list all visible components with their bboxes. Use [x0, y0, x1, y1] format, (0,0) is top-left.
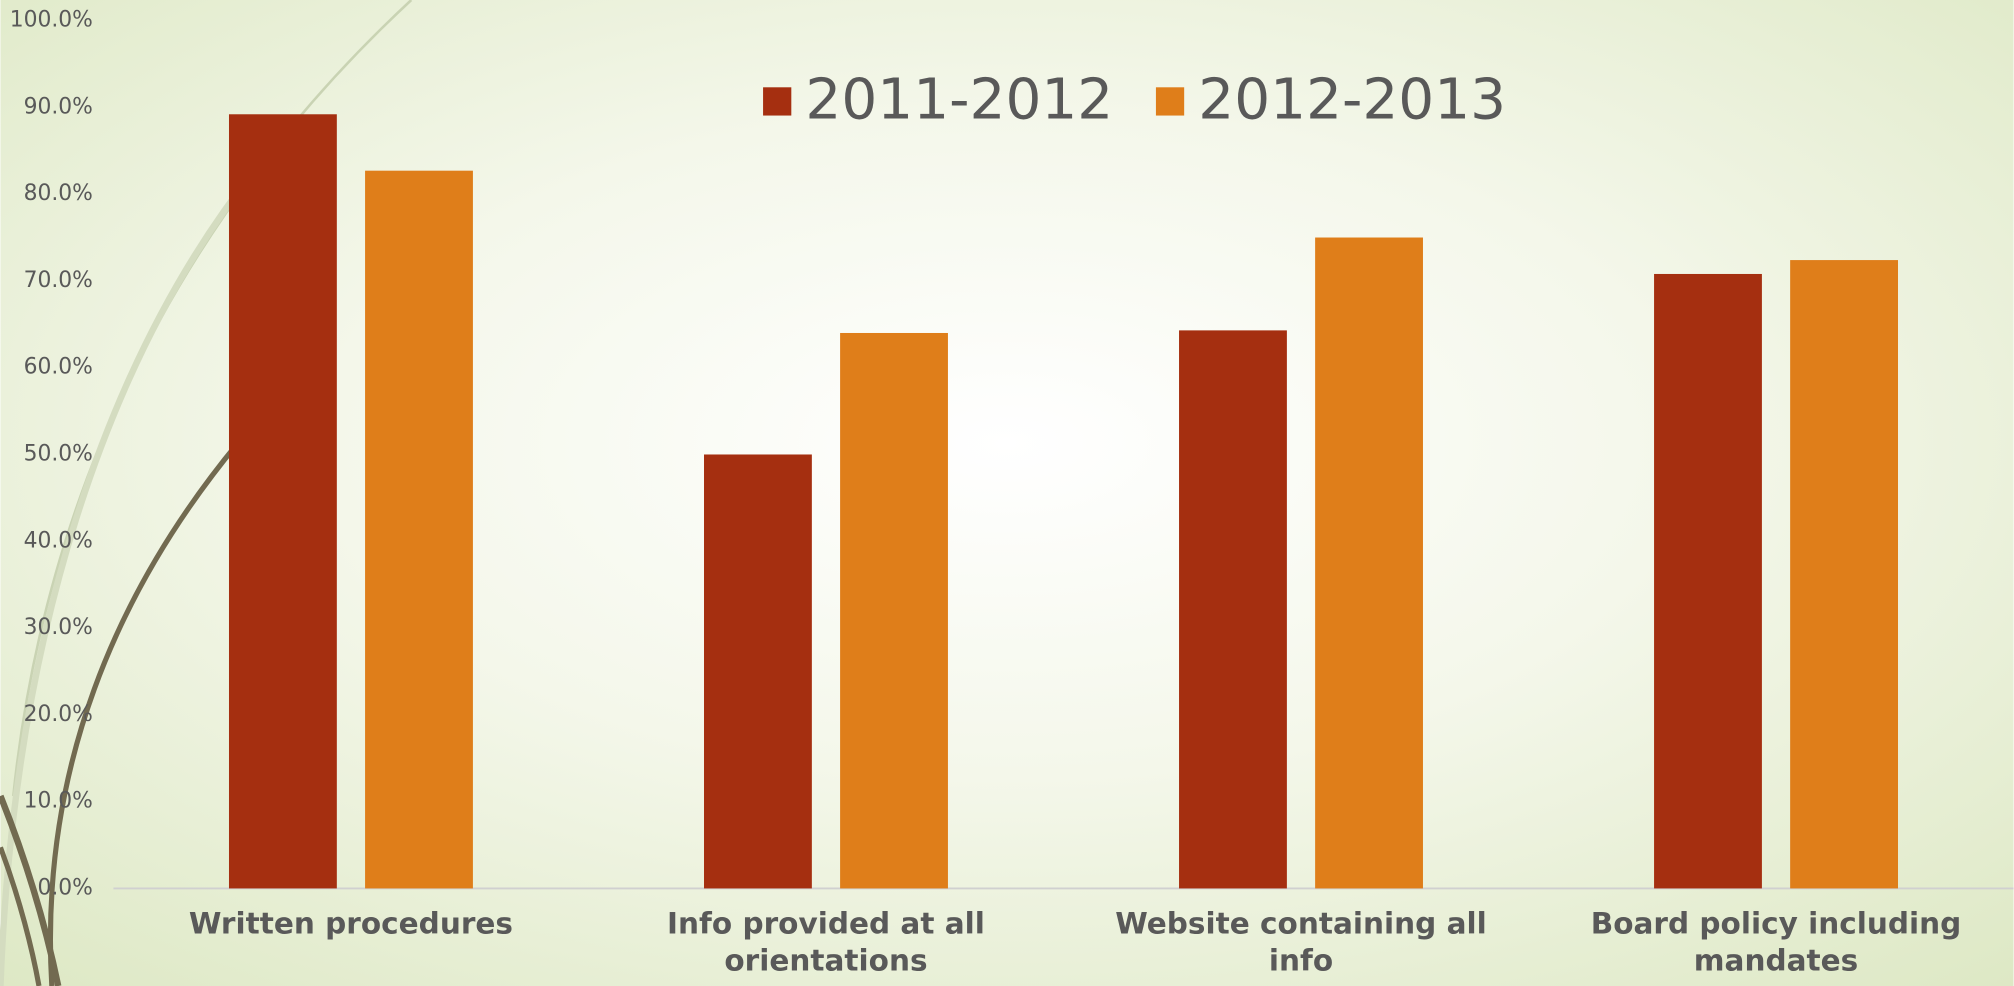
legend-label: 2012-2013 [1198, 67, 1506, 132]
x-tick-label: Info provided at all orientations [667, 907, 985, 979]
decoration [0, 0, 413, 986]
bar [840, 332, 948, 889]
x-tick-label-box: Website containing all info [1115, 907, 1487, 979]
x-tick-label: Written procedures [188, 907, 514, 942]
x-tick-label: Website containing all info [1115, 907, 1487, 979]
legend-swatch [763, 87, 792, 116]
bar [1790, 260, 1898, 889]
x-tick-label-box: Board policy including mandates [1590, 907, 1962, 979]
bar [1315, 237, 1423, 889]
bar [228, 114, 337, 889]
legend-swatch [1155, 87, 1185, 116]
x-tick-label-box: Info provided at all orientations [667, 907, 985, 979]
x-tick-label: Board policy including mandates [1590, 907, 1962, 979]
y-tick-label: 90.0% [24, 94, 93, 119]
y-tick-label: 20.0% [24, 702, 93, 727]
y-tick-label: 40.0% [24, 528, 93, 553]
y-tick-label: 70.0% [24, 268, 93, 293]
bar [704, 454, 812, 889]
y-tick-label: 80.0% [24, 181, 93, 206]
y-tick-label: 100.0% [10, 8, 93, 33]
y-tick-label: 30.0% [24, 615, 93, 640]
bar [1654, 273, 1762, 889]
bar [365, 170, 473, 889]
y-tick-label: 0.0% [37, 875, 92, 900]
x-tick-label-box: Written procedures [188, 907, 514, 942]
y-tick-label: 10.0% [24, 789, 93, 814]
y-tick-label: 50.0% [24, 441, 93, 466]
bar [1179, 330, 1287, 889]
y-tick-label: 60.0% [24, 355, 93, 380]
legend-label: 2011-2012 [805, 67, 1113, 132]
